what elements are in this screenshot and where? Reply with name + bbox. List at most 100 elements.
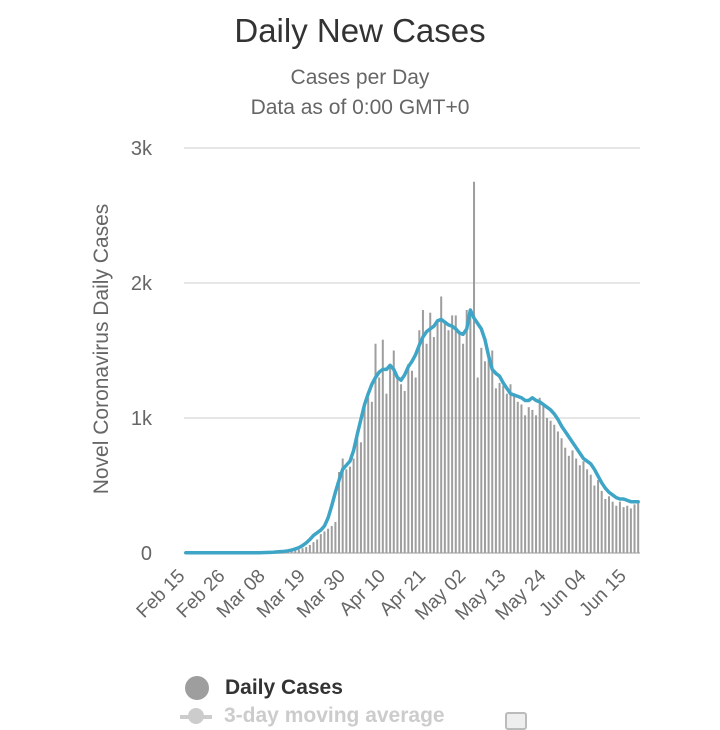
bar[interactable] [542, 405, 544, 554]
y-tick-label: 1k [131, 408, 153, 430]
bar[interactable] [360, 442, 362, 553]
bar[interactable] [550, 421, 552, 553]
bar[interactable] [630, 508, 632, 553]
bar[interactable] [327, 529, 329, 553]
bar[interactable] [455, 315, 457, 553]
bar[interactable] [601, 491, 603, 553]
bar[interactable] [400, 384, 402, 553]
bar[interactable] [612, 502, 614, 553]
bar[interactable] [349, 467, 351, 553]
bar[interactable] [426, 344, 428, 553]
bar[interactable] [495, 388, 497, 553]
bar[interactable] [404, 391, 406, 553]
bar[interactable] [608, 496, 610, 553]
bar[interactable] [491, 351, 493, 554]
bar[interactable] [535, 415, 537, 553]
bar[interactable] [626, 506, 628, 553]
bar[interactable] [604, 499, 606, 553]
bar[interactable] [389, 364, 391, 553]
legend-label: 3-day moving average [224, 704, 445, 728]
bar[interactable] [637, 502, 639, 553]
bar[interactable] [437, 321, 439, 553]
bar[interactable] [499, 383, 501, 553]
bar[interactable] [524, 415, 526, 553]
bar[interactable] [462, 344, 464, 553]
bar[interactable] [371, 402, 373, 553]
bar[interactable] [528, 407, 530, 553]
bar[interactable] [506, 394, 508, 553]
bar[interactable] [484, 361, 486, 553]
bar[interactable] [334, 522, 336, 553]
bar[interactable] [582, 461, 584, 553]
bar[interactable] [320, 534, 322, 553]
bar-series [265, 182, 639, 553]
bar[interactable] [458, 334, 460, 553]
bar[interactable] [469, 309, 471, 553]
bar[interactable] [415, 378, 417, 554]
bar[interactable] [447, 330, 449, 553]
legend-item-moving-average[interactable]: 3-day moving average [180, 704, 445, 728]
bar[interactable] [393, 351, 395, 554]
bar[interactable] [572, 450, 574, 553]
bar[interactable] [477, 378, 479, 554]
bar[interactable] [309, 545, 311, 553]
bar[interactable] [429, 313, 431, 553]
bar[interactable] [597, 480, 599, 553]
bar[interactable] [531, 410, 533, 553]
bar[interactable] [586, 469, 588, 553]
bar[interactable] [451, 315, 453, 553]
bar[interactable] [356, 434, 358, 553]
bar[interactable] [466, 310, 468, 553]
bar[interactable] [367, 398, 369, 553]
bar[interactable] [575, 459, 577, 554]
bar[interactable] [564, 448, 566, 553]
bar[interactable] [407, 364, 409, 553]
bar[interactable] [546, 418, 548, 553]
bar[interactable] [539, 398, 541, 553]
legend-item-daily-cases[interactable]: Daily Cases [185, 676, 343, 700]
bar[interactable] [619, 502, 621, 553]
bar[interactable] [634, 504, 636, 553]
bar[interactable] [579, 465, 581, 553]
bar[interactable] [422, 310, 424, 553]
bar[interactable] [418, 330, 420, 553]
bar[interactable] [557, 432, 559, 554]
bar[interactable] [345, 469, 347, 553]
bar[interactable] [502, 386, 504, 553]
y-tick-label: 2k [131, 273, 153, 295]
bar[interactable] [568, 456, 570, 553]
bar[interactable] [480, 348, 482, 553]
bar[interactable] [440, 297, 442, 554]
bar[interactable] [433, 337, 435, 553]
bar[interactable] [615, 506, 617, 553]
bar[interactable] [331, 526, 333, 553]
bar[interactable] [517, 402, 519, 553]
bar[interactable] [590, 475, 592, 553]
bar[interactable] [411, 371, 413, 553]
bar[interactable] [313, 542, 315, 553]
bar[interactable] [509, 384, 511, 553]
bar[interactable] [353, 459, 355, 554]
bar[interactable] [323, 531, 325, 553]
bar[interactable] [623, 507, 625, 553]
bar[interactable] [316, 540, 318, 554]
bar[interactable] [305, 547, 307, 553]
bar[interactable] [513, 394, 515, 553]
bar[interactable] [520, 405, 522, 554]
bar[interactable] [473, 182, 475, 553]
bar[interactable] [298, 550, 300, 553]
legend-checkbox[interactable] [505, 712, 527, 730]
bar[interactable] [364, 405, 366, 554]
bar[interactable] [593, 486, 595, 554]
bar[interactable] [488, 353, 490, 553]
bar[interactable] [561, 438, 563, 553]
bar[interactable] [378, 378, 380, 554]
legend-marker-line-icon [180, 704, 212, 728]
bar[interactable] [553, 425, 555, 553]
bar[interactable] [385, 394, 387, 553]
bar[interactable] [302, 548, 304, 553]
bar[interactable] [396, 378, 398, 554]
bar[interactable] [444, 324, 446, 554]
